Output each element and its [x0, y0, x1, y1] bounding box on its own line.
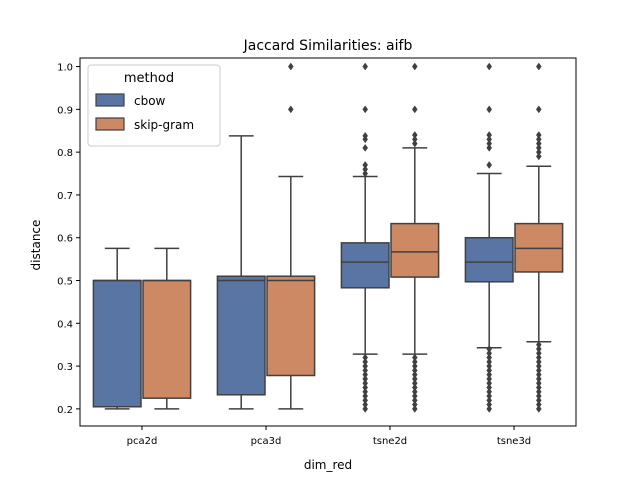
x-tick-label-pca3d: pca3d: [251, 436, 282, 447]
box-cbow-tsne2d: [340, 242, 390, 289]
outlier-cbow-tsne3d-1: [486, 105, 493, 114]
x-tick-label-tsne3d: tsne3d: [497, 436, 531, 447]
legend-title: method: [124, 71, 174, 86]
box-cbow-pca3d: [216, 275, 266, 396]
x-tick-label-tsne2d: tsne2d: [373, 436, 407, 447]
legend: method cbow skip-gram: [87, 64, 221, 147]
y-tick-label-4: 0.6: [57, 234, 73, 245]
legend-label-cbow: cbow: [134, 94, 166, 108]
y-axis-label: distance: [29, 220, 43, 271]
outlier-cbow-tsne3d-5: [486, 143, 493, 152]
outlier-cbow-tsne2d-3: [362, 135, 369, 144]
plot-frame: [79, 57, 577, 427]
plot-area: [92, 62, 564, 413]
box-skip-gram-pca2d: [142, 279, 192, 399]
y-tick-label-8: 1.0: [57, 63, 73, 74]
outlier-cbow-tsne2d-20: [362, 404, 369, 413]
y-tick-label-5: 0.7: [57, 191, 73, 202]
x-tick-label-pca2d: pca2d: [127, 436, 158, 447]
outlier-cbow-tsne2d-1: [362, 105, 369, 114]
y-tick-label-2: 0.4: [57, 319, 73, 330]
chart-title: Jaccard Similarities: aifb: [243, 38, 413, 54]
outlier-skip-gram-tsne2d-17: [411, 404, 418, 413]
y-tick-label-7: 0.9: [57, 105, 73, 116]
outlier-skip-gram-pca3d-1: [287, 105, 294, 114]
axes: 0.2 0.3 0.4 0.5 0.6 0.7 0.8 0.9 1.0 pca2d pca3d tsn…: [57, 57, 577, 447]
outlier-cbow-tsne3d-6: [486, 161, 493, 169]
x-axis-label: dim_red: [304, 458, 352, 472]
box-skip-gram-tsne2d: [390, 222, 440, 278]
outlier-skip-gram-pca3d-0: [287, 62, 294, 71]
y-tick-label-6: 0.8: [57, 148, 73, 159]
outlier-skip-gram-tsne3d-1: [535, 105, 542, 114]
y-tick-label-0: 0.2: [57, 405, 73, 416]
box-cbow-tsne3d: [464, 236, 514, 283]
outlier-cbow-tsne2d-0: [362, 62, 369, 71]
outlier-skip-gram-tsne2d-1: [411, 105, 418, 114]
outlier-cbow-tsne2d-7: [362, 169, 369, 178]
outlier-cbow-tsne2d-4: [362, 143, 369, 152]
legend-label-skip-gram: skip-gram: [134, 118, 194, 132]
y-tick-label-3: 0.5: [57, 277, 73, 288]
outlier-skip-gram-tsne2d-0: [411, 62, 418, 71]
outlier-skip-gram-tsne3d-7: [535, 152, 542, 161]
box-cbow-pca2d: [92, 279, 142, 408]
box-skip-gram-pca3d: [266, 275, 316, 377]
outlier-skip-gram-tsne3d-0: [535, 62, 542, 71]
legend-swatch-cbow: [95, 93, 125, 107]
outlier-skip-gram-tsne3d-23: [535, 404, 542, 413]
legend-swatch-skip-gram: [95, 117, 125, 131]
outlier-cbow-tsne3d-21: [486, 404, 493, 413]
outlier-skip-gram-tsne2d-4: [411, 139, 418, 148]
y-tick-label-1: 0.3: [57, 362, 73, 373]
outlier-cbow-tsne3d-0: [486, 62, 493, 71]
